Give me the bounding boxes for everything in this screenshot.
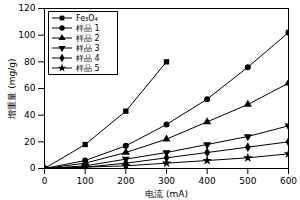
- svg-text:20: 20: [24, 137, 36, 147]
- svg-text:100: 100: [18, 30, 35, 40]
- svg-text:样品 2: 样品 2: [76, 34, 100, 43]
- svg-text:60: 60: [24, 83, 36, 93]
- svg-text:500: 500: [239, 176, 256, 186]
- svg-text:增重量 (mg/g): 增重量 (mg/g): [7, 58, 17, 119]
- svg-text:电流 (mA): 电流 (mA): [145, 189, 188, 199]
- svg-text:样品 4: 样品 4: [76, 54, 100, 63]
- svg-text:Fe₃O₄: Fe₃O₄: [76, 14, 98, 23]
- svg-text:0: 0: [30, 163, 36, 173]
- svg-text:120: 120: [18, 3, 35, 13]
- svg-text:40: 40: [24, 110, 36, 120]
- svg-text:600: 600: [280, 176, 297, 186]
- svg-text:200: 200: [117, 176, 134, 186]
- svg-text:100: 100: [77, 176, 94, 186]
- svg-text:样品 3: 样品 3: [76, 44, 100, 53]
- svg-text:400: 400: [199, 176, 216, 186]
- svg-text:样品 5: 样品 5: [76, 64, 100, 73]
- svg-text:300: 300: [158, 176, 175, 186]
- svg-text:样品 1: 样品 1: [76, 24, 100, 33]
- svg-text:0: 0: [42, 176, 48, 186]
- svg-text:80: 80: [24, 57, 36, 67]
